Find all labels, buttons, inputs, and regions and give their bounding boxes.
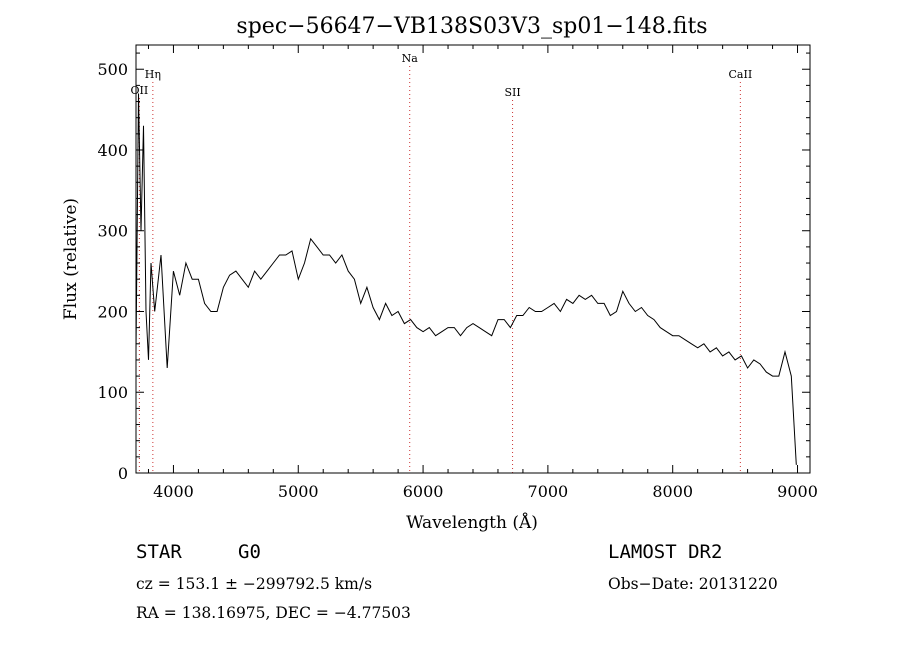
x-tick-label: 9000 (777, 482, 818, 501)
y-tick-label: 200 (97, 302, 128, 321)
line-marker-label: OII (131, 84, 149, 97)
x-tick-label: 8000 (652, 482, 693, 501)
y-tick-label: 400 (97, 141, 128, 160)
x-axis-label: Wavelength (Å) (406, 512, 538, 533)
x-tick-label: 6000 (403, 482, 444, 501)
survey-name: LAMOST DR2 (608, 541, 723, 563)
y-tick-label: 0 (118, 464, 128, 483)
y-tick-label: 300 (97, 222, 128, 241)
x-tick-label: 7000 (528, 482, 569, 501)
x-tick-label: 4000 (153, 482, 194, 501)
object-class: STAR (136, 541, 182, 563)
plot-frame (135, 44, 811, 474)
spectrum-line (135, 93, 797, 465)
line-marker-label: CaII (729, 68, 753, 81)
y-tick-label: 500 (97, 60, 128, 79)
line-marker-label: Hη (145, 68, 161, 81)
line-marker-label: SII (504, 86, 520, 99)
chart-title: spec−56647−VB138S03V3_sp01−148.fits (236, 14, 707, 39)
spectral-subclass: G0 (238, 541, 261, 563)
line-marker-label: Na (402, 52, 419, 65)
y-axis-label: Flux (relative) (61, 198, 81, 320)
obs-date: Obs−Date: 20131220 (608, 575, 778, 593)
redshift-line: cz = 153.1 ± −299792.5 km/s (136, 575, 373, 593)
y-tick-label: 100 (97, 383, 128, 402)
coordinates: RA = 138.16975, DEC = −4.77503 (136, 604, 411, 622)
x-tick-label: 5000 (278, 482, 319, 501)
